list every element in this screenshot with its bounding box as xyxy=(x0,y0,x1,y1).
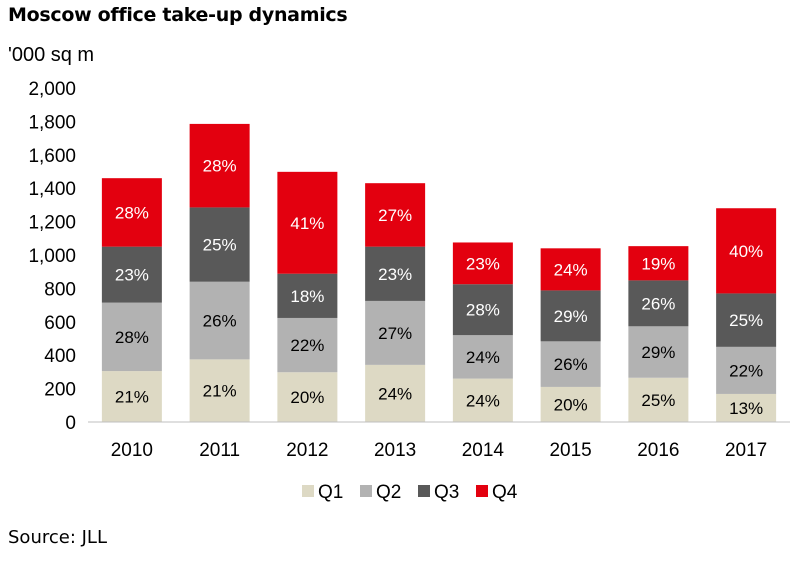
bar-segment-q1-2017 xyxy=(716,393,777,422)
bar-segment-q1-2011 xyxy=(189,359,250,422)
bar-segment-q4-2016 xyxy=(628,246,689,281)
data-label-q3-2011: 25% xyxy=(203,236,237,255)
legend-label-q2: Q2 xyxy=(376,482,401,503)
data-label-q2-2015: 26% xyxy=(554,355,588,374)
data-label-q2-2017: 22% xyxy=(729,361,763,380)
bar-segment-q3-2010 xyxy=(101,246,162,303)
legend-swatch-q1 xyxy=(302,485,314,497)
bar-segment-q1-2015 xyxy=(540,386,601,422)
bar-segment-q4-2013 xyxy=(365,183,426,247)
legend-label-q3: Q3 xyxy=(434,482,459,503)
bar-segment-q2-2015 xyxy=(540,341,601,387)
y-tick-label: 1,400 xyxy=(28,179,76,200)
data-label-q3-2016: 26% xyxy=(641,294,675,313)
bar-segment-q4-2017 xyxy=(716,208,777,294)
data-label-q1-2015: 20% xyxy=(554,395,588,414)
data-label-q2-2011: 26% xyxy=(203,312,237,331)
y-tick-label: 800 xyxy=(44,279,76,300)
x-tick-label: 2015 xyxy=(549,440,591,461)
bar-segment-q3-2015 xyxy=(540,290,601,342)
bar-segment-q3-2014 xyxy=(452,284,513,336)
data-label-q2-2014: 24% xyxy=(466,348,500,367)
data-label-q1-2014: 24% xyxy=(466,391,500,410)
bar-segment-q1-2014 xyxy=(452,378,513,422)
y-tick-label: 600 xyxy=(44,313,76,334)
bar-segment-q3-2013 xyxy=(365,246,426,301)
bar-segment-q1-2013 xyxy=(365,364,426,422)
data-label-q4-2016: 19% xyxy=(641,254,675,273)
y-axis-unit-label: '000 sq m xyxy=(8,44,95,66)
bar-segment-q2-2010 xyxy=(101,302,162,372)
data-label-q4-2013: 27% xyxy=(378,206,412,225)
bar-segment-q2-2011 xyxy=(189,281,250,360)
source-note: Source: JLL xyxy=(8,527,107,548)
data-label-q4-2017: 40% xyxy=(729,242,763,261)
x-tick-label: 2013 xyxy=(374,440,416,461)
data-label-q4-2014: 23% xyxy=(466,254,500,273)
y-tick-label: 1,200 xyxy=(28,213,76,234)
bar-segment-q2-2013 xyxy=(365,300,426,365)
legend-swatch-q3 xyxy=(418,485,430,497)
data-label-q1-2013: 24% xyxy=(378,384,412,403)
data-label-q3-2015: 29% xyxy=(554,307,588,326)
bar-segment-q3-2011 xyxy=(189,207,250,282)
bar-segment-q4-2011 xyxy=(189,123,250,208)
data-label-q4-2011: 28% xyxy=(203,157,237,176)
bar-segment-q3-2012 xyxy=(277,273,338,318)
data-label-q1-2012: 20% xyxy=(290,388,324,407)
bar-segment-q4-2015 xyxy=(540,248,601,291)
bar-segment-q2-2014 xyxy=(452,335,513,379)
data-label-q3-2012: 18% xyxy=(290,287,324,306)
data-label-q1-2017: 13% xyxy=(729,399,763,418)
chart-title: Moscow office take-up dynamics xyxy=(8,4,348,26)
legend-label-q1: Q1 xyxy=(318,482,343,503)
data-label-q4-2015: 24% xyxy=(554,260,588,279)
bar-segment-q3-2017 xyxy=(716,293,777,347)
data-label-q4-2012: 41% xyxy=(290,214,324,233)
data-label-q2-2013: 27% xyxy=(378,324,412,343)
data-label-q2-2010: 28% xyxy=(115,328,149,347)
bar-segment-q4-2012 xyxy=(277,171,338,274)
x-tick-label: 2016 xyxy=(637,440,679,461)
x-tick-label: 2017 xyxy=(725,440,767,461)
y-tick-label: 0 xyxy=(65,413,76,434)
bar-segment-q1-2012 xyxy=(277,372,338,422)
bar-segment-q1-2010 xyxy=(101,371,162,422)
y-tick-label: 1,800 xyxy=(28,112,76,133)
data-label-q3-2017: 25% xyxy=(729,311,763,330)
data-label-q1-2016: 25% xyxy=(641,391,675,410)
data-label-q2-2012: 22% xyxy=(290,336,324,355)
data-label-q3-2014: 28% xyxy=(466,301,500,320)
x-tick-label: 2011 xyxy=(199,440,240,461)
x-tick-label: 2014 xyxy=(462,440,505,461)
bar-segment-q4-2010 xyxy=(101,178,162,247)
data-label-q3-2010: 23% xyxy=(115,266,149,285)
y-tick-label: 2,000 xyxy=(28,79,76,100)
legend-swatch-q2 xyxy=(360,485,372,497)
y-tick-label: 1,000 xyxy=(28,246,76,267)
legend-label-q4: Q4 xyxy=(492,482,518,503)
data-label-q2-2016: 29% xyxy=(641,343,675,362)
bar-segment-q2-2016 xyxy=(628,326,689,378)
bar-segment-q2-2012 xyxy=(277,317,338,373)
y-tick-label: 1,600 xyxy=(28,146,76,167)
data-label-q4-2010: 28% xyxy=(115,203,149,222)
data-label-q1-2010: 21% xyxy=(115,388,149,407)
y-tick-label: 200 xyxy=(44,380,76,401)
y-tick-label: 400 xyxy=(44,346,76,367)
bar-segment-q2-2017 xyxy=(716,346,777,394)
data-label-q3-2013: 23% xyxy=(378,265,412,284)
legend-swatch-q4 xyxy=(476,485,488,497)
bar-segment-q3-2016 xyxy=(628,280,689,327)
data-label-q1-2011: 21% xyxy=(203,382,237,401)
bar-segment-q4-2014 xyxy=(452,242,513,285)
bar-segment-q1-2016 xyxy=(628,377,689,422)
x-tick-label: 2010 xyxy=(111,440,153,461)
x-tick-label: 2012 xyxy=(286,440,328,461)
